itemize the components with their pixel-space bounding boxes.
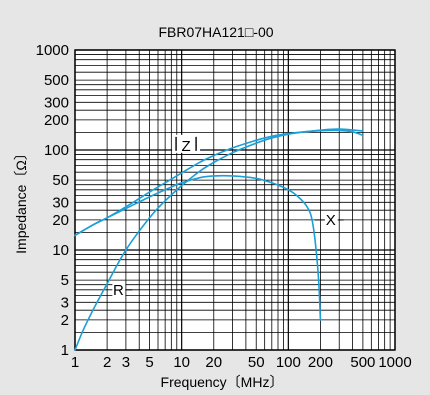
x-axis-label: Frequency〔MHz〕 <box>161 374 284 390</box>
y-tick-label: 3 <box>61 294 69 311</box>
x-tick-labels: 1 2 3 5 10 20 50 100 200 500 1000 <box>71 354 412 371</box>
y-tick-label: 200 <box>44 112 69 129</box>
y-tick-label: 300 <box>44 94 69 111</box>
annotation-z-background <box>172 134 201 153</box>
chart-title: FBR07HA121□-00 <box>158 24 273 40</box>
x-tick-label: 100 <box>276 354 301 371</box>
x-tick-label: 2 <box>103 354 111 371</box>
annotation-x: X <box>326 212 336 229</box>
y-tick-label: 1000 <box>36 42 69 59</box>
x-tick-label: 10 <box>173 354 190 371</box>
y-tick-label: 500 <box>44 72 69 89</box>
annotation-group: Z X R <box>112 134 344 299</box>
y-tick-label: 10 <box>52 242 69 259</box>
y-tick-label: 20 <box>52 212 69 229</box>
x-tick-label: 500 <box>350 354 375 371</box>
y-axis-label: Impedance〔Ω〕 <box>13 146 29 254</box>
x-tick-label: 20 <box>205 354 222 371</box>
series-line-r <box>74 128 364 351</box>
series-group <box>74 128 364 351</box>
annotation-z: Z <box>181 138 190 155</box>
series-line-x <box>74 174 322 321</box>
annotation-r: R <box>113 282 124 299</box>
plot-area <box>74 49 396 351</box>
x-tick-label: 5 <box>145 354 153 371</box>
x-tick-label: 1000 <box>378 354 411 371</box>
y-tick-label: 5 <box>61 272 69 289</box>
y-tick-label: 100 <box>44 142 69 159</box>
x-tick-label: 1 <box>71 354 79 371</box>
annotation-x-background <box>324 210 338 227</box>
x-tick-label: 3 <box>122 354 130 371</box>
grid <box>74 49 396 351</box>
x-tick-label: 200 <box>308 354 333 371</box>
annotation-r-background <box>112 280 126 297</box>
y-tick-label: 30 <box>52 194 69 211</box>
y-tick-label: 1 <box>61 342 69 359</box>
x-tick-label: 50 <box>248 354 265 371</box>
y-tick-label: 50 <box>52 172 69 189</box>
y-tick-label: 2 <box>61 312 69 329</box>
